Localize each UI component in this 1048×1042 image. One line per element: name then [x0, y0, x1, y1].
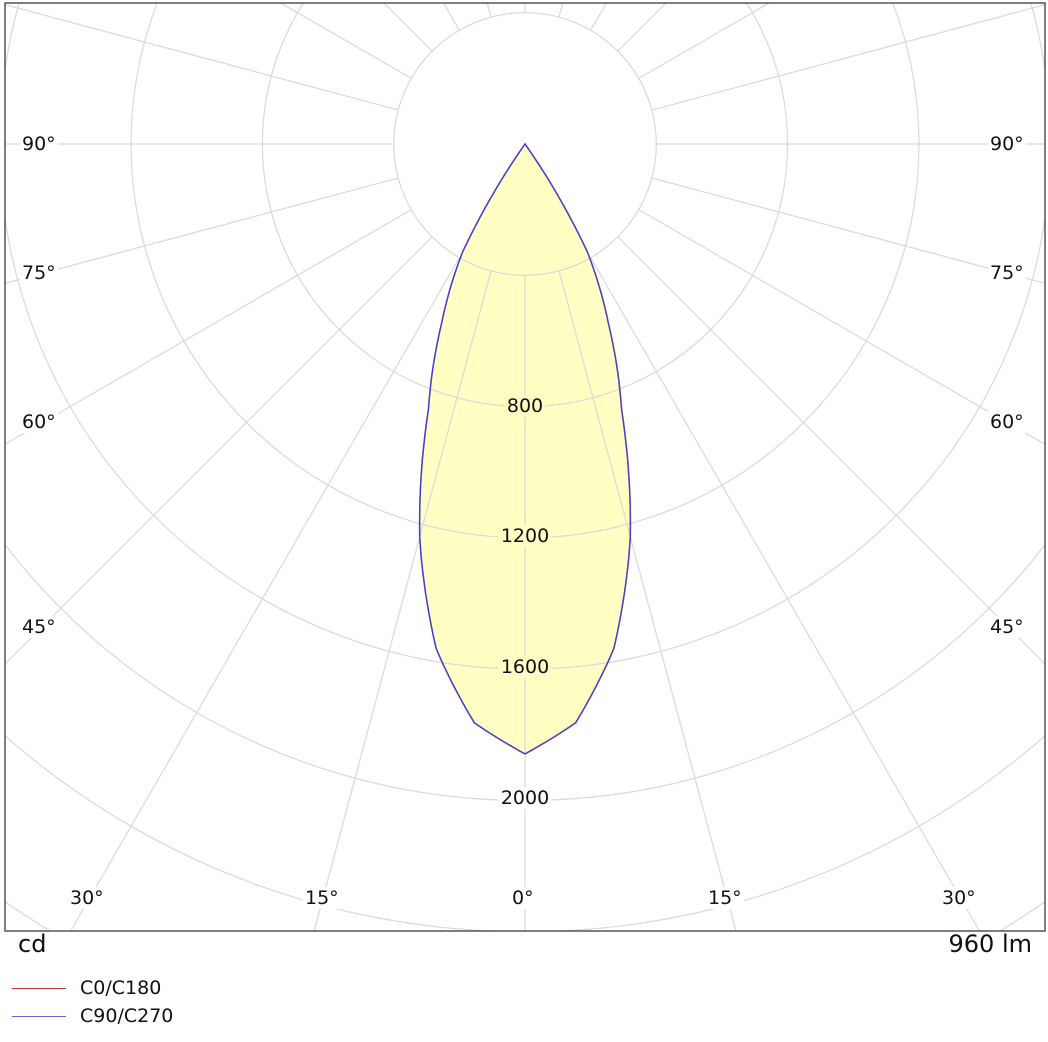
angle-label-0: 0°: [510, 887, 536, 909]
radial-label-1200: 1200: [497, 525, 553, 547]
angle-label-15-bottom-right: 15°: [706, 887, 744, 909]
legend-item-c0-c180: C0/C180: [12, 977, 161, 999]
legend-label-c0-c180: C0/C180: [80, 977, 162, 999]
angle-label-45-right: 45°: [988, 616, 1026, 638]
unit-label: cd: [18, 930, 47, 958]
angle-label-30-bottom-right: 30°: [940, 887, 978, 909]
legend-item-c90-c270: C90/C270: [12, 1005, 173, 1027]
luminous-flux-label: 960 lm: [948, 930, 1032, 958]
legend-swatch-c0-c180: [12, 987, 66, 989]
angle-label-75-left: 75°: [20, 262, 58, 284]
angle-label-60-right: 60°: [988, 411, 1026, 433]
angle-label-30-bottom-left: 30°: [68, 887, 106, 909]
radial-label-2000: 2000: [497, 787, 553, 809]
legend-label-c90-c270: C90/C270: [80, 1005, 174, 1027]
radial-label-800: 800: [503, 395, 547, 417]
angle-label-90-right: 90°: [988, 133, 1026, 155]
angle-label-75-right: 75°: [988, 262, 1026, 284]
angle-label-15-bottom-left: 15°: [303, 887, 341, 909]
angle-label-60-left: 60°: [20, 411, 58, 433]
legend-swatch-c90-c270: [12, 1015, 66, 1017]
chart-frame: [4, 2, 1046, 932]
angle-label-45-left: 45°: [20, 616, 58, 638]
radial-label-1600: 1600: [497, 656, 553, 678]
c90-c270-curve: [418, 142, 632, 755]
angle-label-90-left: 90°: [20, 133, 58, 155]
